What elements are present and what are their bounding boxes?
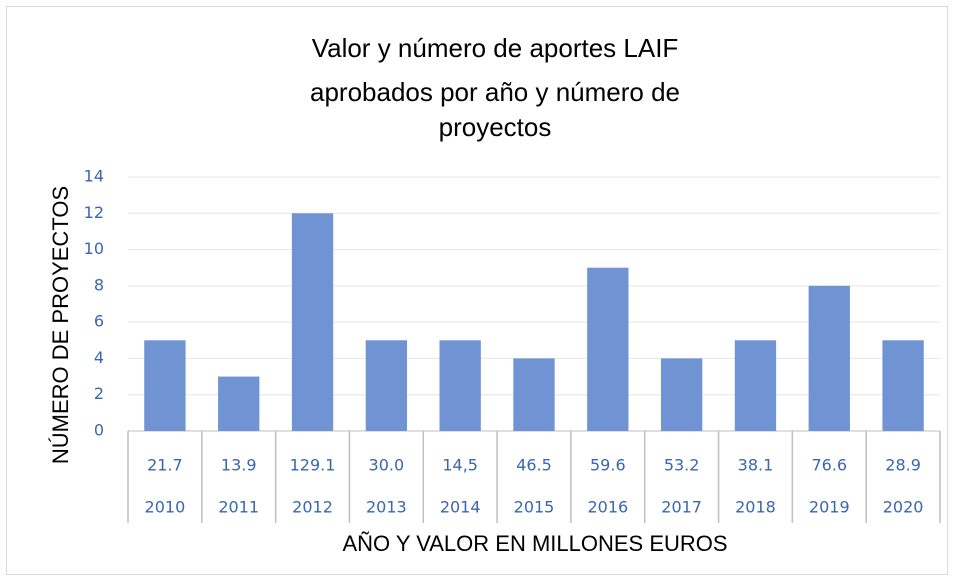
bar: [218, 376, 260, 431]
x-sublabel: 38.1: [738, 456, 774, 475]
x-sublabel: 129.1: [290, 456, 336, 475]
bar: [144, 340, 186, 431]
x-tick-label: 2019: [809, 498, 850, 517]
title-line: proyectos: [439, 112, 552, 142]
title-line: aprobados por año y número de: [310, 77, 680, 107]
x-sublabel: 28.9: [885, 456, 921, 475]
y-tick-label: 14: [84, 167, 104, 186]
y-tick-label: 4: [94, 348, 104, 367]
x-axis-title: AÑO Y VALOR EN MILLONES EUROS: [342, 531, 727, 556]
chart-border: [6, 6, 948, 575]
x-tick-label: 2013: [366, 498, 407, 517]
x-tick-label: 2011: [218, 498, 259, 517]
x-sublabel: 13.9: [221, 456, 257, 475]
x-tick-label: 2012: [292, 498, 333, 517]
x-sublabel: 59.6: [590, 456, 626, 475]
x-tick-label: 2018: [735, 498, 776, 517]
bar: [513, 358, 555, 431]
x-sublabel: 30.0: [369, 456, 405, 475]
x-sublabel: 46.5: [516, 456, 552, 475]
x-tick-label: 2020: [883, 498, 924, 517]
bar: [587, 267, 629, 431]
y-tick-label: 10: [84, 239, 104, 258]
x-sublabel: 76.6: [811, 456, 847, 475]
x-sublabel: 21.7: [147, 456, 183, 475]
bar: [439, 340, 481, 431]
x-tick-label: 2010: [145, 498, 186, 517]
bar: [660, 358, 703, 431]
bar: [808, 285, 850, 431]
bar: [734, 340, 777, 431]
title-line: Valor y número de aportes LAIF: [312, 33, 679, 63]
y-tick-label: 8: [94, 275, 104, 294]
x-tick-label: 2016: [587, 498, 628, 517]
y-axis-title: NÚMERO DE PROYECTOS: [48, 186, 73, 464]
bar: [365, 340, 408, 431]
x-sublabel: 53.2: [664, 456, 700, 475]
y-tick-label: 6: [94, 312, 104, 331]
y-tick-label: 0: [94, 421, 104, 440]
y-tick-label: 12: [84, 203, 104, 222]
x-tick-label: 2017: [661, 498, 702, 517]
x-tick-label: 2014: [440, 498, 481, 517]
y-tick-label: 2: [94, 384, 104, 403]
x-sublabel: 14,5: [442, 456, 478, 475]
bar: [291, 213, 334, 431]
bar: [882, 340, 924, 431]
x-tick-label: 2015: [514, 498, 555, 517]
chart-title: Valor y número de aportes LAIF aprobados…: [310, 33, 680, 142]
